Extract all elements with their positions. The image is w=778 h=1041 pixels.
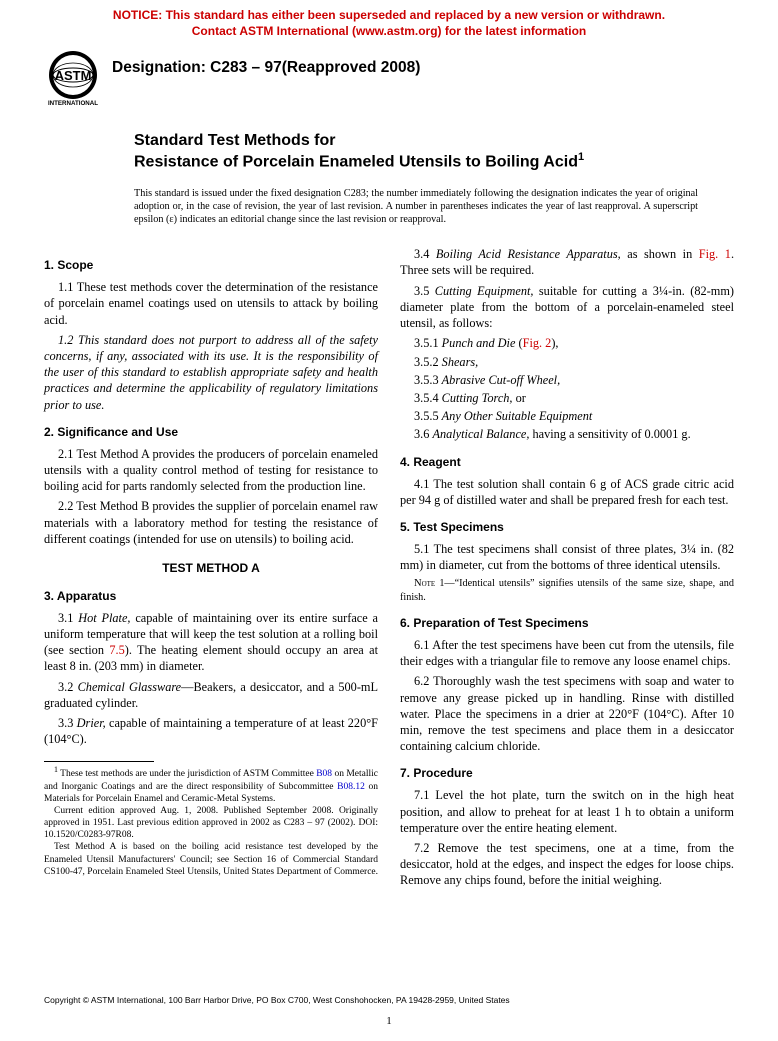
term: Shears,: [442, 355, 479, 369]
specimens-heading: 5. Test Specimens: [400, 520, 734, 536]
astm-logo: ASTM INTERNATIONAL: [44, 49, 102, 107]
para-3-1: 3.1 Hot Plate, capable of maintaining ov…: [44, 610, 378, 675]
designation: Designation: C283 – 97(Reapproved 2008): [102, 49, 420, 77]
txt: ),: [551, 336, 558, 350]
link-b0812[interactable]: B08.12: [337, 782, 365, 792]
notice-banner: NOTICE: This standard has either been su…: [0, 0, 778, 43]
para-3-5: 3.5 Cutting Equipment, suitable for cutt…: [400, 283, 734, 332]
num: 3.4: [414, 247, 436, 261]
scope-heading: 1. Scope: [44, 258, 378, 274]
para-3-5-4: 3.5.4 Cutting Torch, or: [400, 390, 734, 406]
link-b08[interactable]: B08: [316, 770, 332, 780]
link-fig2[interactable]: Fig. 2: [523, 336, 552, 350]
num: 3.5.3: [414, 373, 442, 387]
note-label: Note: [414, 578, 435, 589]
issuance-note: This standard is issued under the fixed …: [0, 173, 778, 227]
preparation-heading: 6. Preparation of Test Specimens: [400, 616, 734, 632]
num: 3.5.1: [414, 336, 442, 350]
term: Cutting Torch,: [442, 391, 513, 405]
test-method-a-heading: TEST METHOD A: [44, 561, 378, 577]
link-fig1[interactable]: Fig. 1: [699, 247, 731, 261]
para-3-5-3: 3.5.3 Abrasive Cut-off Wheel,: [400, 372, 734, 388]
para-3-5-2: 3.5.2 Shears,: [400, 354, 734, 370]
para-3-5-5: 3.5.5 Any Other Suitable Equipment: [400, 408, 734, 424]
term: Chemical Glassware: [78, 680, 182, 694]
title-text: Resistance of Porcelain Enameled Utensil…: [134, 154, 578, 171]
body-columns: 1. Scope 1.1 These test methods cover th…: [0, 226, 778, 892]
term: Hot Plate,: [78, 611, 130, 625]
num: 3.5.2: [414, 355, 442, 369]
fn-txt: These test methods are under the jurisdi…: [58, 770, 316, 780]
txt: or: [513, 391, 526, 405]
para-1-2: 1.2 This standard does not purport to ad…: [44, 332, 378, 413]
title-block: Standard Test Methods for Resistance of …: [0, 107, 778, 172]
para-6-2: 6.2 Thoroughly wash the test specimens w…: [400, 673, 734, 754]
term: Any Other Suitable Equipment: [442, 409, 593, 423]
term: Punch and Die: [442, 336, 516, 350]
num: 3.5.4: [414, 391, 442, 405]
title-line-1: Standard Test Methods for: [134, 131, 698, 151]
txt: (: [515, 336, 522, 350]
notice-line1: NOTICE: This standard has either been su…: [113, 8, 665, 22]
left-column: 1. Scope 1.1 These test methods cover th…: [44, 246, 378, 892]
note-text: 1—“Identical utensils” signifies utensil…: [400, 578, 734, 603]
apparatus-heading: 3. Apparatus: [44, 589, 378, 605]
para-7-2: 7.2 Remove the test specimens, one at a …: [400, 840, 734, 889]
para-3-2: 3.2 Chemical Glassware—Beakers, a desicc…: [44, 679, 378, 711]
para-4-1: 4.1 The test solution shall contain 6 g …: [400, 476, 734, 508]
num: 3.6: [414, 427, 432, 441]
title-sup: 1: [578, 151, 584, 163]
header-row: ASTM INTERNATIONAL Designation: C283 – 9…: [0, 43, 778, 107]
para-1-1: 1.1 These test methods cover the determi…: [44, 279, 378, 328]
para-3-6: 3.6 Analytical Balance, having a sensiti…: [400, 426, 734, 442]
para-3-4: 3.4 Boiling Acid Resistance Apparatus, a…: [400, 246, 734, 278]
svg-text:ASTM: ASTM: [55, 68, 92, 83]
num: 3.1: [58, 611, 78, 625]
page-number: 1: [0, 1015, 778, 1027]
para-6-1: 6.1 After the test specimens have been c…: [400, 637, 734, 669]
reagent-heading: 4. Reagent: [400, 455, 734, 471]
para-2-1: 2.1 Test Method A provides the producers…: [44, 446, 378, 495]
title-line-2: Resistance of Porcelain Enameled Utensil…: [134, 151, 698, 172]
num: 3.5.5: [414, 409, 442, 423]
txt: having a sensitivity of 0.0001 g.: [529, 427, 690, 441]
para-7-1: 7.1 Level the hot plate, turn the switch…: [400, 787, 734, 836]
procedure-heading: 7. Procedure: [400, 766, 734, 782]
link-7-5[interactable]: 7.5: [109, 643, 124, 657]
notice-line2: Contact ASTM International (www.astm.org…: [192, 24, 586, 38]
note-1: Note 1—“Identical utensils” signifies ut…: [400, 577, 734, 604]
significance-heading: 2. Significance and Use: [44, 425, 378, 441]
term: Boiling Acid Resistance Apparatus,: [436, 247, 621, 261]
term: Analytical Balance,: [432, 427, 529, 441]
txt: as shown in: [621, 247, 699, 261]
term: Cutting Equipment,: [435, 284, 534, 298]
term: Abrasive Cut-off Wheel,: [442, 373, 561, 387]
footnote-1: 1 These test methods are under the juris…: [44, 765, 378, 805]
copyright-line: Copyright © ASTM International, 100 Barr…: [44, 995, 510, 1005]
para-5-1: 5.1 The test specimens shall consist of …: [400, 541, 734, 573]
footnote-3: Test Method A is based on the boiling ac…: [44, 841, 378, 877]
para-3-3: 3.3 Drier, capable of maintaining a temp…: [44, 715, 378, 747]
num: 3.3: [58, 716, 77, 730]
para-2-2: 2.2 Test Method B provides the supplier …: [44, 498, 378, 547]
para-3-5-1: 3.5.1 Punch and Die (Fig. 2),: [400, 335, 734, 351]
footnote-2: Current edition approved Aug. 1, 2008. P…: [44, 805, 378, 841]
svg-text:INTERNATIONAL: INTERNATIONAL: [48, 100, 98, 107]
num: 3.5: [414, 284, 435, 298]
term: Drier,: [77, 716, 106, 730]
right-column: 3.4 Boiling Acid Resistance Apparatus, a…: [400, 246, 734, 892]
footnote-rule: [44, 761, 154, 762]
num: 3.2: [58, 680, 78, 694]
